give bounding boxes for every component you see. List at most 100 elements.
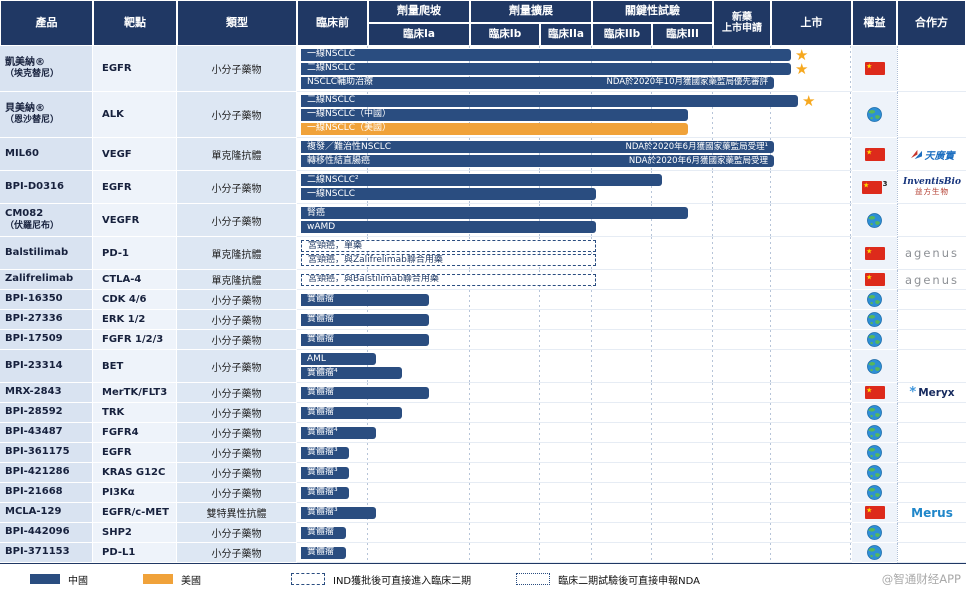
- target-cell: EGFR/c-MET: [93, 503, 177, 523]
- partner-cell: [897, 46, 966, 92]
- pipeline-row: BPI-27336 ERK 1/2 小分子藥物 實體瘤: [0, 310, 966, 330]
- pipeline-stage-area: 實體瘤: [297, 403, 852, 423]
- bar-label: 二線NSCLC²: [307, 174, 359, 185]
- target-cell: BET: [93, 350, 177, 383]
- col-header-preclinical: 臨床前: [297, 0, 368, 46]
- globe-icon: [867, 358, 882, 374]
- partner-cell: InventisBio 益方生物: [897, 171, 966, 204]
- pipeline-bar: 實體瘤⁴: [301, 426, 376, 439]
- globe-icon: [867, 425, 882, 440]
- china-flag-icon: [864, 386, 885, 399]
- pipeline-bar: 腎癌: [301, 207, 688, 219]
- bar-label: 一線NSCLC（中國）: [307, 109, 392, 119]
- bar-label: NSCLC輔助治療: [307, 77, 374, 87]
- pipeline-stage-area: 實體瘤³: [297, 503, 852, 523]
- pipeline-bar: 實體瘤³: [301, 506, 376, 519]
- pipeline-bar: 宮頸癌，與Zalifrelimab聯合用藥: [301, 254, 596, 266]
- type-cell: 單克隆抗體: [177, 237, 297, 270]
- rights-cell: 3: [852, 171, 897, 204]
- pipeline-stage-area: 複發／難治性NSCLC NDA於2020年6月獲國家藥監局受理¹ 轉移性結直腸癌 ND…: [297, 138, 852, 171]
- type-cell: 單克隆抗體: [177, 270, 297, 290]
- type-cell: 小分子藥物: [177, 46, 297, 92]
- bar-line: 一線NSCLC（中國）: [301, 108, 852, 121]
- legend-label-us: 美國: [181, 575, 201, 587]
- bar-label: 實體瘤³: [307, 507, 338, 517]
- table-header: 產品 靶點 類型 臨床前 劑量爬坡 臨床Ia 劑量擴展 臨床Ib 臨床IIa 關…: [0, 0, 966, 46]
- product-name: BPI-43487: [5, 426, 63, 438]
- marketed-star-icon: ★: [795, 59, 809, 78]
- pipeline-stage-area: 二線NSCLC ★ 一線NSCLC（中國） 一線NSCLC（美國）: [297, 92, 852, 138]
- pipeline-row: MCLA-129 EGFR/c-MET 雙特異性抗體 實體瘤³ Merus: [0, 503, 966, 523]
- partner-cell: [897, 443, 966, 463]
- meryx-star-icon: *: [909, 385, 917, 400]
- col-header-phase-ib: 臨床Ib: [470, 23, 540, 46]
- type-cell: 單克隆抗體: [177, 138, 297, 171]
- pipeline-bar: 實體瘤: [301, 546, 346, 559]
- product-subname: （埃克替尼）: [5, 69, 60, 80]
- bar-line: 二線NSCLC²: [301, 174, 852, 186]
- pipeline-bar: 實體瘤: [301, 386, 429, 399]
- bar-label: 實體瘤³: [307, 447, 338, 457]
- product-name: BPI-17509: [5, 333, 63, 345]
- rights-cell: [852, 330, 897, 350]
- bar-label: 實體瘤: [307, 407, 335, 417]
- partner-logo-merus: Merus: [911, 506, 953, 520]
- globe-icon: [867, 525, 882, 540]
- product-name: Zalifrelimab: [5, 273, 74, 285]
- pipeline-row: BPI-17509 FGFR 1/2/3 小分子藥物 實體瘤: [0, 330, 966, 350]
- target-cell: PD-1: [93, 237, 177, 270]
- globe-icon: [867, 212, 882, 228]
- legend-label-china: 中國: [68, 575, 88, 587]
- product-name: CM082: [5, 208, 44, 220]
- rights-cell: [852, 92, 897, 138]
- pipeline-row: 貝美納® （恩沙替尼） ALK 小分子藥物 二線NSCLC ★ 一線NSCLC（中國） 一線N…: [0, 92, 966, 138]
- pipeline-row: CM082 （伏羅尼布） VEGFR 小分子藥物 腎癌 wAMD: [0, 204, 966, 237]
- bar-label: 實體瘤: [307, 294, 335, 304]
- rights-cell: [852, 543, 897, 563]
- col-header-phase-iii: 臨床III: [652, 23, 713, 46]
- pipeline-bar: 實體瘤³: [301, 486, 349, 499]
- col-header-partner: 合作方: [897, 0, 966, 46]
- pipeline-row: BPI-23314 BET 小分子藥物 AML 實體瘤⁴: [0, 350, 966, 383]
- partner-name: 天廣實: [924, 150, 955, 162]
- pipeline-stage-area: 實體瘤: [297, 523, 852, 543]
- bar-label: wAMD: [307, 221, 336, 232]
- partner-cell: [897, 523, 966, 543]
- pipeline-row: BPI-442096 SHP2 小分子藥物 實體瘤: [0, 523, 966, 543]
- rights-cell: [852, 463, 897, 483]
- globe-icon: [867, 292, 882, 307]
- partner-name: Merus: [911, 505, 953, 520]
- rights-cell: [852, 138, 897, 171]
- pipeline-bar: 實體瘤: [301, 406, 402, 419]
- pipeline-bar: 實體瘤: [301, 293, 429, 306]
- mabworks-wing-icon: [910, 149, 922, 159]
- product-cell: MCLA-129: [0, 503, 93, 523]
- product-cell: BPI-23314: [0, 350, 93, 383]
- pipeline-row: BPI-16350 CDK 4/6 小分子藥物 實體瘤: [0, 290, 966, 310]
- product-cell: Zalifrelimab: [0, 270, 93, 290]
- pipeline-stage-area: 宮頸癌，與Balstilimab聯合用藥: [297, 270, 852, 290]
- globe-icon: [867, 485, 882, 500]
- marketed-star-icon: ★: [802, 91, 816, 110]
- bar-label: 實體瘤⁴: [307, 427, 338, 437]
- target-cell: FGFR 1/2/3: [93, 330, 177, 350]
- rights-cell: [852, 237, 897, 270]
- rights-cell: [852, 270, 897, 290]
- col-header-phase-iia: 臨床IIa: [540, 23, 592, 46]
- product-cell: BPI-17509: [0, 330, 93, 350]
- legend-item-china: 中國: [30, 572, 88, 587]
- bar-line: 實體瘤: [301, 313, 852, 326]
- bar-label: 實體瘤³: [307, 467, 338, 477]
- bar-label: 一線NSCLC: [307, 188, 356, 199]
- globe-icon: [867, 332, 882, 347]
- partner-cell: [897, 423, 966, 443]
- type-cell: 小分子藥物: [177, 310, 297, 330]
- pipeline-stage-area: AML 實體瘤⁴: [297, 350, 852, 383]
- col-header-target: 靶點: [93, 0, 177, 46]
- pipeline-stage-area: 實體瘤⁴: [297, 423, 852, 443]
- pipeline-bar: 二線NSCLC²: [301, 174, 662, 186]
- col-header-dose-escalation: 劑量爬坡: [368, 0, 470, 23]
- pipeline-row: BPI-371153 PD-L1 小分子藥物 實體瘤: [0, 543, 966, 563]
- pipeline-row: MRX-2843 MerTK/FLT3 小分子藥物 實體瘤 * Meryx: [0, 383, 966, 403]
